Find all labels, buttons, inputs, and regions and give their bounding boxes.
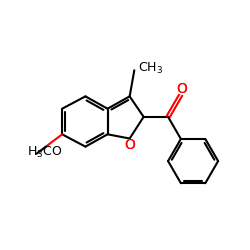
Text: O: O [176,82,188,96]
Text: O: O [176,82,188,96]
Text: CH$_3$: CH$_3$ [138,60,163,76]
Text: O: O [124,138,135,152]
Circle shape [177,84,187,94]
Circle shape [124,140,135,150]
Text: H$_3$CO: H$_3$CO [27,146,62,160]
Text: O: O [124,138,135,152]
